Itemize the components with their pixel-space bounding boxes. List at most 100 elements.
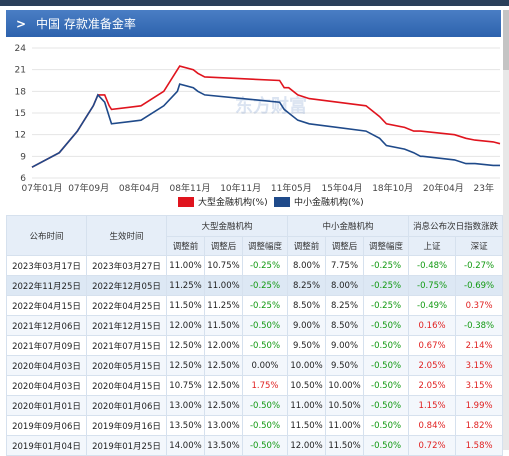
series-line-small xyxy=(31,83,500,168)
cell-small-after: 8.50% xyxy=(325,315,365,336)
cell-effective-time: 2020年05月15日 xyxy=(86,355,167,376)
cell-small-change: -0.25% xyxy=(363,295,410,316)
cell-large-after: 12.50% xyxy=(204,395,243,416)
cell-small-before: 8.50% xyxy=(287,295,327,316)
legend-swatch-large xyxy=(178,196,194,207)
cell-effective-time: 2019年09月16日 xyxy=(86,415,167,436)
scrollbar-thumb[interactable] xyxy=(503,10,509,70)
panel-header: > 中国 存款准备金率 xyxy=(6,10,501,37)
table-row[interactable]: 2019年09月06日 2019年09月16日 13.50% 13.00% -0.50%… xyxy=(6,415,504,436)
cell-shanghai-change: -0.75% xyxy=(408,275,457,296)
cell-large-before: 11.50% xyxy=(166,295,205,316)
header-publish-time: 公布时间 xyxy=(6,215,87,256)
table-row[interactable]: 2022年11月25日 2022年12月05日 11.25% 11.00% -0.25%… xyxy=(6,275,504,296)
cell-small-change: -0.50% xyxy=(363,355,410,376)
cell-shenzhen-change: 3.15% xyxy=(455,355,504,376)
cell-small-change: -0.25% xyxy=(363,275,410,296)
header-shenzhen: 深证 xyxy=(455,236,504,256)
x-tick-label: 18年10月 xyxy=(372,182,413,194)
header-large-institutions: 大型金融机构 xyxy=(165,215,289,237)
cell-shanghai-change: -0.48% xyxy=(408,255,457,276)
cell-large-before: 14.00% xyxy=(166,435,205,456)
chevron-right-icon[interactable]: > xyxy=(16,16,27,31)
table-body: 2023年03月17日 2023年03月27日 11.00% 10.75% -0.25%… xyxy=(6,255,504,456)
cell-large-change: -0.50% xyxy=(241,415,289,436)
table-row[interactable]: 2021年12月06日 2021年12月15日 12.00% 11.50% -0.50%… xyxy=(6,315,504,336)
cell-small-after: 10.00% xyxy=(325,375,365,396)
y-tick-label: 18 xyxy=(15,87,27,97)
cell-shenzhen-change: 1.58% xyxy=(455,435,504,456)
x-tick-label: 08年04月 xyxy=(119,182,160,194)
cell-large-change: 0.00% xyxy=(241,355,289,376)
cell-publish-time: 2023年03月17日 xyxy=(6,255,87,276)
cell-large-before: 11.00% xyxy=(166,255,205,276)
table-row[interactable]: 2022年04月15日 2022年04月25日 11.50% 11.25% -0.25%… xyxy=(6,295,504,316)
cell-large-change: -0.25% xyxy=(241,255,289,276)
y-tick-label: 12 xyxy=(15,131,26,141)
cell-small-after: 11.00% xyxy=(325,415,365,436)
cell-small-after: 7.75% xyxy=(325,255,365,276)
cell-small-change: -0.25% xyxy=(363,255,410,276)
cell-shanghai-change: 2.05% xyxy=(408,355,457,376)
cell-large-after: 12.00% xyxy=(204,335,243,356)
cell-small-change: -0.50% xyxy=(363,335,410,356)
cell-effective-time: 2021年07月15日 xyxy=(86,335,167,356)
table-row[interactable]: 2020年04月03日 2020年05月15日 12.50% 12.50% 0.00% 1… xyxy=(6,355,504,376)
cell-large-change: -0.25% xyxy=(241,295,289,316)
cell-large-after: 11.50% xyxy=(204,315,243,336)
cell-small-before: 8.25% xyxy=(287,275,327,296)
cell-small-before: 10.00% xyxy=(287,355,327,376)
cell-publish-time: 2019年01月04日 xyxy=(6,435,87,456)
table-row[interactable]: 2023年03月17日 2023年03月27日 11.00% 10.75% -0.25%… xyxy=(6,255,504,276)
y-tick-label: 21 xyxy=(15,66,26,76)
table-row[interactable]: 2020年04月03日 2020年04月15日 10.75% 12.50% 1.75% 1… xyxy=(6,375,504,396)
cell-shenzhen-change: 3.15% xyxy=(455,375,504,396)
cell-large-before: 11.25% xyxy=(166,275,205,296)
legend-item-small[interactable]: 中小金融机构(%) xyxy=(274,195,364,208)
cell-small-after: 11.50% xyxy=(325,435,365,456)
header-large-change: 调整幅度 xyxy=(241,236,289,256)
cell-publish-time: 2021年12月06日 xyxy=(6,315,87,336)
cell-effective-time: 2019年01月25日 xyxy=(86,435,167,456)
cell-large-after: 11.25% xyxy=(204,295,243,316)
cell-shenzhen-change: 1.99% xyxy=(455,395,504,416)
cell-effective-time: 2022年12月05日 xyxy=(86,275,167,296)
header-effective-time: 生效时间 xyxy=(86,215,167,256)
cell-shanghai-change: 2.05% xyxy=(408,375,457,396)
x-tick-label: 08年11月 xyxy=(170,182,211,194)
header-small-institutions: 中小金融机构 xyxy=(287,215,410,237)
chart-legend: 大型金融机构(%) 中小金融机构(%) xyxy=(0,195,509,209)
cell-small-after: 8.00% xyxy=(325,275,365,296)
cell-publish-time: 2020年04月03日 xyxy=(6,375,87,396)
table-row[interactable]: 2021年07月09日 2021年07月15日 12.50% 12.00% -0.50%… xyxy=(6,335,504,356)
cell-small-change: -0.50% xyxy=(363,415,410,436)
cell-publish-time: 2020年04月03日 xyxy=(6,355,87,376)
cell-small-before: 12.00% xyxy=(287,435,327,456)
legend-item-large[interactable]: 大型金融机构(%) xyxy=(178,195,268,208)
cell-large-after: 11.00% xyxy=(204,275,243,296)
cell-publish-time: 2020年01月01日 xyxy=(6,395,87,416)
cell-large-change: -0.50% xyxy=(241,315,289,336)
panel-title: 中国 存款准备金率 xyxy=(36,17,136,31)
header-shanghai: 上证 xyxy=(408,236,457,256)
table-row[interactable]: 2019年01月04日 2019年01月25日 14.00% 13.50% -0.50%… xyxy=(6,435,504,456)
cell-large-change: 1.75% xyxy=(241,375,289,396)
top-bar xyxy=(0,0,509,6)
table-row[interactable]: 2020年01月01日 2020年01月06日 13.00% 12.50% -0.50%… xyxy=(6,395,504,416)
cell-small-change: -0.50% xyxy=(363,315,410,336)
cell-shanghai-change: -0.49% xyxy=(408,295,457,316)
header-small-before: 调整前 xyxy=(287,236,327,256)
cell-small-change: -0.50% xyxy=(363,395,410,416)
y-tick-label: 6 xyxy=(20,174,26,184)
watermark-logo: 东方财富 xyxy=(235,95,307,117)
cell-shanghai-change: 0.67% xyxy=(408,335,457,356)
cell-large-change: -0.25% xyxy=(241,275,289,296)
cell-large-after: 13.50% xyxy=(204,435,243,456)
vertical-scrollbar[interactable] xyxy=(503,10,509,450)
cell-shanghai-change: 0.16% xyxy=(408,315,457,336)
y-tick-label: 15 xyxy=(15,109,26,119)
x-tick-label: 11年05月 xyxy=(271,182,312,194)
cell-large-before: 12.00% xyxy=(166,315,205,336)
cell-small-after: 10.50% xyxy=(325,395,365,416)
